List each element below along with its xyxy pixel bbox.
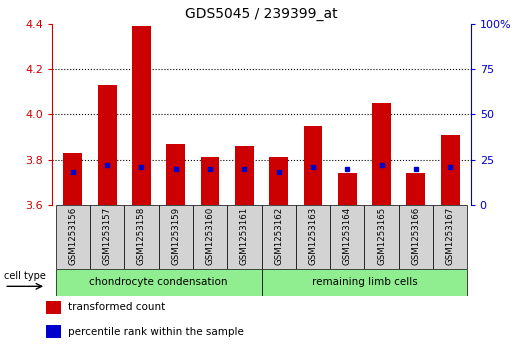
Title: GDS5045 / 239399_at: GDS5045 / 239399_at [185,7,338,21]
Text: GSM1253159: GSM1253159 [171,207,180,265]
Text: GSM1253160: GSM1253160 [206,207,214,265]
Text: transformed count: transformed count [67,302,165,312]
Bar [227,205,262,269]
Bar [56,269,262,296]
Text: cell type: cell type [4,271,46,281]
Text: chondrocyte condensation: chondrocyte condensation [89,277,228,287]
Bar [269,158,288,205]
Bar [330,205,365,269]
Text: GSM1253156: GSM1253156 [69,207,77,265]
Text: percentile rank within the sample: percentile rank within the sample [67,327,243,337]
Bar [63,153,82,205]
Bar [338,174,357,205]
Bar [158,205,193,269]
Text: GSM1253166: GSM1253166 [411,207,420,265]
Bar [262,205,296,269]
Bar [98,85,117,205]
Bar [56,205,90,269]
Bar [303,126,322,205]
Text: GSM1253167: GSM1253167 [446,207,454,265]
Bar [132,26,151,205]
Bar [46,325,61,338]
Text: remaining limb cells: remaining limb cells [312,277,417,287]
Bar [262,269,467,296]
Bar [124,205,158,269]
Bar [296,205,330,269]
Text: GSM1253165: GSM1253165 [377,207,386,265]
Text: GSM1253158: GSM1253158 [137,207,146,265]
Bar [406,174,425,205]
Text: GSM1253163: GSM1253163 [309,207,317,265]
Bar [90,205,124,269]
Bar [372,103,391,205]
Bar [365,205,399,269]
Bar [235,146,254,205]
Bar [166,144,185,205]
Bar [201,158,220,205]
Text: GSM1253164: GSM1253164 [343,207,352,265]
Bar [441,135,460,205]
Bar [433,205,467,269]
Bar [46,301,61,314]
Text: GSM1253157: GSM1253157 [103,207,112,265]
Bar [193,205,227,269]
Text: GSM1253161: GSM1253161 [240,207,249,265]
Bar [399,205,433,269]
Text: GSM1253162: GSM1253162 [274,207,283,265]
